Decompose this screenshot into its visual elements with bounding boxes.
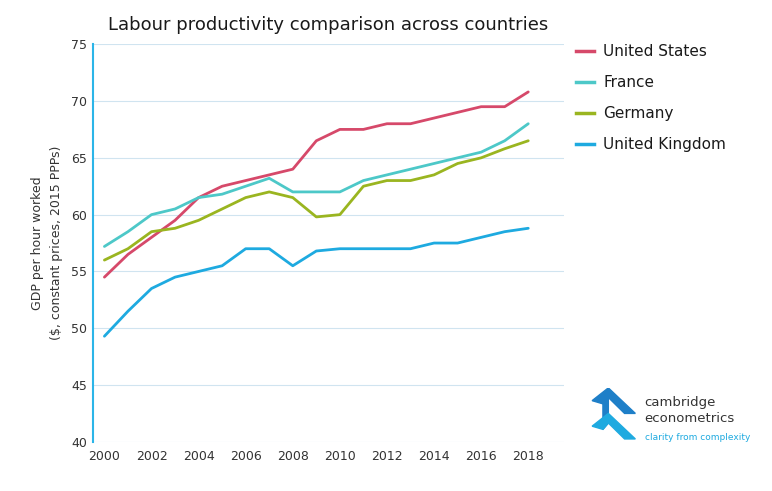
United Kingdom — [382, 246, 391, 252]
United States — [265, 172, 274, 178]
United States — [147, 234, 156, 240]
United States — [429, 115, 438, 121]
United States — [453, 109, 462, 115]
France — [359, 178, 368, 184]
United States — [359, 127, 368, 133]
Germany — [359, 183, 368, 189]
Germany — [500, 146, 510, 152]
France — [241, 183, 250, 189]
Germany — [382, 178, 391, 184]
United Kingdom — [147, 286, 156, 292]
France — [147, 212, 156, 218]
France — [382, 172, 391, 178]
France — [453, 155, 462, 161]
United Kingdom — [335, 246, 344, 252]
United Kingdom — [429, 240, 438, 246]
Legend: United States, France, Germany, United Kingdom: United States, France, Germany, United K… — [576, 44, 726, 152]
Germany — [312, 214, 321, 220]
Title: Labour productivity comparison across countries: Labour productivity comparison across co… — [108, 16, 548, 34]
Germany — [288, 194, 297, 200]
United Kingdom — [523, 225, 533, 231]
United States — [406, 121, 415, 127]
United States — [500, 104, 510, 109]
France — [500, 138, 510, 144]
United States — [335, 127, 344, 133]
United States — [312, 138, 321, 144]
France — [171, 206, 180, 212]
Germany — [476, 155, 486, 161]
Germany — [100, 257, 109, 263]
United Kingdom — [241, 246, 250, 252]
United Kingdom — [359, 246, 368, 252]
Germany — [194, 218, 203, 223]
France — [429, 161, 438, 166]
United Kingdom — [194, 269, 203, 274]
United States — [124, 251, 133, 257]
Polygon shape — [592, 388, 635, 413]
Line: United States: United States — [104, 92, 528, 277]
Text: cambridge
econometrics: cambridge econometrics — [645, 396, 735, 425]
United Kingdom — [288, 263, 297, 269]
France — [218, 191, 227, 197]
United Kingdom — [453, 240, 462, 246]
United States — [218, 183, 227, 189]
Germany — [124, 246, 133, 252]
Polygon shape — [592, 413, 635, 439]
United Kingdom — [100, 333, 109, 339]
United States — [100, 274, 109, 280]
United States — [288, 166, 297, 172]
United States — [241, 178, 250, 184]
United States — [382, 121, 391, 127]
France — [476, 149, 486, 155]
France — [100, 244, 109, 249]
Germany — [147, 229, 156, 235]
France — [523, 121, 533, 127]
France — [194, 194, 203, 200]
Germany — [335, 212, 344, 218]
Germany — [429, 172, 438, 178]
Germany — [406, 178, 415, 184]
United States — [476, 104, 486, 109]
France — [124, 229, 133, 235]
Germany — [265, 189, 274, 195]
United Kingdom — [171, 274, 180, 280]
France — [312, 189, 321, 195]
Germany — [523, 138, 533, 144]
Germany — [453, 161, 462, 166]
Line: United Kingdom: United Kingdom — [104, 228, 528, 336]
United States — [171, 218, 180, 223]
Germany — [171, 225, 180, 231]
Y-axis label: GDP per hour worked
($, constant prices, 2015 PPPs): GDP per hour worked ($, constant prices,… — [31, 146, 63, 340]
United Kingdom — [124, 308, 133, 314]
France — [288, 189, 297, 195]
Polygon shape — [603, 398, 608, 429]
United Kingdom — [500, 229, 510, 235]
Line: Germany: Germany — [104, 141, 528, 260]
United States — [194, 194, 203, 200]
Germany — [241, 194, 250, 200]
United Kingdom — [476, 234, 486, 240]
Line: France: France — [104, 124, 528, 246]
Germany — [218, 206, 227, 212]
United Kingdom — [265, 246, 274, 252]
United Kingdom — [406, 246, 415, 252]
France — [335, 189, 344, 195]
United States — [523, 89, 533, 95]
United Kingdom — [312, 248, 321, 254]
France — [406, 166, 415, 172]
Text: clarity from complexity: clarity from complexity — [645, 433, 750, 442]
France — [265, 175, 274, 181]
United Kingdom — [218, 263, 227, 269]
